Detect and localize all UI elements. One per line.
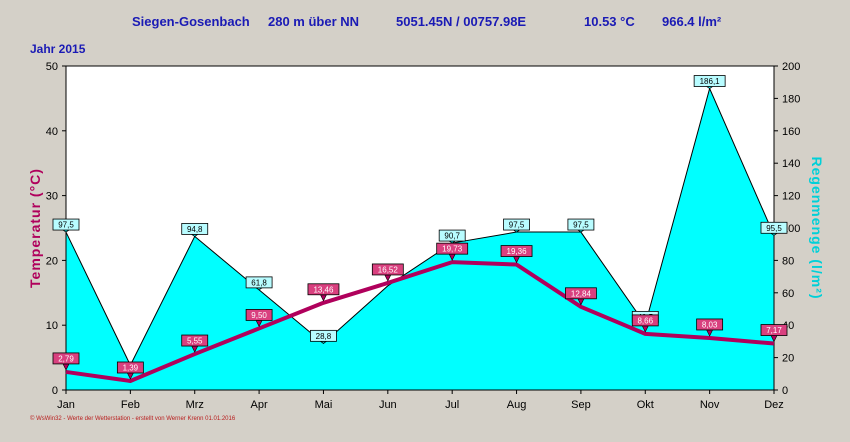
y-tick-label: 50 [46, 61, 58, 73]
rain-data-label: 97,5 [509, 221, 525, 230]
rain-data-label-box [245, 276, 273, 289]
rain-data-label-box [310, 329, 337, 342]
y-right-tick-label: 20 [782, 353, 794, 365]
y-right-tick-label: 140 [782, 158, 800, 170]
temperature-data-label-box [181, 334, 209, 347]
x-tick-label: Jan [57, 399, 75, 411]
x-tick-label: Jul [445, 399, 459, 411]
temperature-data-label-box [371, 263, 404, 276]
station-coordinates: 5051.45N / 00757.98E [396, 14, 527, 29]
rain-data-label: 95,5 [766, 224, 782, 233]
y-axis-title: Temperatur (°C) [27, 168, 43, 288]
temperature-data-label-box [307, 283, 340, 296]
temperature-data-label-box [631, 314, 659, 327]
year-label: Jahr 2015 [30, 42, 86, 56]
y-right-tick-label: 120 [782, 191, 800, 203]
y-right-axis-title: Regenmenge (l/m²) [809, 156, 825, 299]
y-tick-label: 0 [52, 385, 58, 397]
x-tick-label: Feb [121, 399, 140, 411]
rain-data-label-box [503, 218, 530, 231]
rain-line [65, 87, 775, 367]
y-right-tick-label: 180 [782, 93, 800, 105]
temperature-data-label: 12,84 [571, 289, 592, 298]
x-tick-label: Okt [637, 399, 654, 411]
rain-data-label: 90,7 [444, 232, 460, 241]
temperature-data-label-box [500, 245, 533, 257]
total-rainfall: 966.4 l/m² [662, 14, 722, 29]
x-tick-label: Aug [507, 399, 527, 411]
temperature-data-label: 19,36 [507, 247, 528, 256]
station-altitude: 280 m über NN [268, 14, 360, 29]
rain-data-label: 97,5 [573, 221, 589, 230]
temperature-data-label: 7,17 [766, 326, 782, 335]
temperature-data-label: 2,79 [58, 354, 74, 363]
rain-data-label-box [52, 218, 80, 231]
temperature-data-label: 16,52 [378, 265, 399, 274]
temperature-data-label: 1,39 [123, 363, 139, 372]
credit-text: © WsWin32 - Werte der Wetterstation - er… [30, 416, 236, 422]
temperature-data-label: 9,50 [251, 311, 267, 320]
temperature-data-label: 13,46 [313, 285, 334, 294]
rain-data-label-box [181, 223, 209, 235]
temperature-data-label-box [696, 318, 724, 331]
rain-data-label-box [567, 218, 595, 231]
x-tick-label: Nov [700, 399, 720, 411]
x-tick-label: Mai [315, 399, 333, 411]
rain-data-label: 61,8 [251, 278, 267, 287]
x-tick-label: Sep [571, 399, 591, 411]
y-right-tick-label: 0 [782, 385, 788, 397]
temperature-data-label-box [436, 242, 469, 255]
temperature-data-label-box [565, 287, 597, 300]
x-tick-label: Apr [251, 399, 268, 411]
y-right-tick-label: 80 [782, 255, 794, 267]
y-right-tick-label: 160 [782, 126, 800, 138]
rain-data-label: 186,1 [700, 77, 721, 86]
rain-data-label-box [760, 221, 788, 234]
rain-data-label-box [438, 229, 466, 242]
station-name: Siegen-Gosenbach [132, 14, 250, 29]
y-tick-label: 10 [46, 320, 58, 332]
rain-data-label: 94,8 [187, 225, 203, 234]
rain-data-label-box [693, 75, 726, 87]
y-right-tick-label: 200 [782, 61, 800, 73]
y-right-tick-label: 60 [782, 288, 794, 300]
average-temperature: 10.53 °C [584, 14, 635, 29]
y-tick-label: 30 [46, 191, 58, 203]
rain-data-label: 97,5 [58, 221, 74, 230]
temperature-line [65, 260, 775, 383]
x-tick-label: Mrz [186, 399, 204, 411]
x-tick-label: Dez [764, 399, 784, 411]
x-tick-label: Jun [379, 399, 397, 411]
temperature-data-label: 19,73 [442, 245, 463, 254]
temperature-data-label-box [116, 361, 144, 374]
rain-data-label: 28,8 [316, 332, 332, 341]
temperature-data-label-box [52, 352, 80, 365]
y-tick-label: 40 [46, 126, 58, 138]
temperature-data-label-box [760, 324, 788, 336]
temperature-data-label: 5,55 [187, 337, 203, 346]
temperature-data-label-box [245, 309, 273, 321]
y-tick-label: 20 [46, 255, 58, 267]
temperature-data-label: 8,03 [702, 320, 718, 329]
temperature-data-label: 8,66 [637, 316, 653, 325]
